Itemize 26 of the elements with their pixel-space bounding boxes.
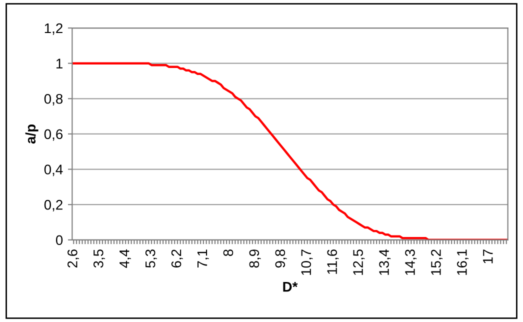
x-tick-label: 15,2 xyxy=(431,250,443,275)
x-tick-label: 8 xyxy=(223,250,234,256)
x-tick-label: 4,4 xyxy=(120,249,131,268)
x-tick-label: 6,2 xyxy=(171,250,183,268)
y-tick-label: 0,2 xyxy=(44,200,62,212)
y-tick-label: 0,4 xyxy=(44,164,63,176)
y-tick-label: 0 xyxy=(56,235,63,246)
x-axis-title: D* xyxy=(283,282,298,292)
x-tick-label: 17 xyxy=(483,250,493,264)
x-tick-label: 13,4 xyxy=(379,249,391,275)
y-tick-label: 1 xyxy=(56,58,62,68)
x-tick-label: 5,3 xyxy=(145,250,157,268)
y-tick-label: 1,2 xyxy=(44,23,62,35)
y-axis-title: a/p xyxy=(25,124,38,144)
x-tick-label: 2,6 xyxy=(68,250,79,268)
x-tick-label: 3,5 xyxy=(93,250,105,268)
y-tick-label: 0,6 xyxy=(44,129,63,141)
x-tick-label: 10,7 xyxy=(301,250,313,275)
x-tick-label: 7,1 xyxy=(197,250,209,268)
x-tick-label: 8,9 xyxy=(249,250,261,268)
y-tick-label: 0,8 xyxy=(44,94,63,106)
x-tick-label: 12,5 xyxy=(353,249,365,275)
x-tick-label: 16,1 xyxy=(457,250,468,275)
x-tick-label: 9,8 xyxy=(275,250,287,268)
x-tick-label: 11,6 xyxy=(327,250,339,274)
x-tick-label: 14,3 xyxy=(405,250,417,275)
